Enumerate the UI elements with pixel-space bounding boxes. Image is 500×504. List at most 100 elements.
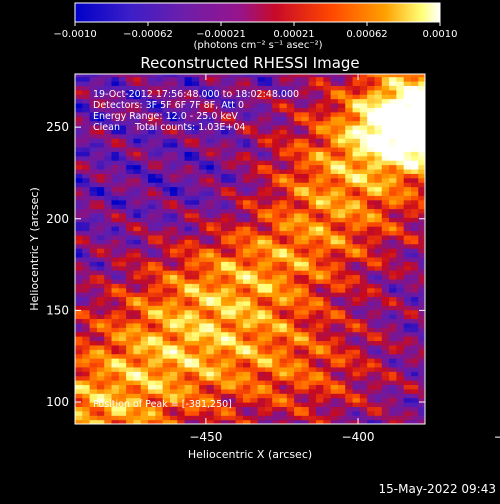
heatmap-cell (235, 261, 244, 267)
heatmap-cell (337, 239, 346, 245)
heatmap-cell (199, 252, 208, 258)
heatmap-cell (250, 318, 259, 324)
heatmap-cell (133, 265, 142, 271)
heatmap-cell (359, 300, 368, 306)
heatmap-cell (264, 234, 273, 240)
heatmap-cell (330, 278, 339, 284)
heatmap-cell (148, 388, 156, 394)
heatmap-cell (126, 217, 135, 223)
heatmap-cell (155, 362, 164, 368)
heatmap-cell (169, 397, 178, 403)
heatmap-cell (257, 243, 266, 249)
heatmap-cell (133, 230, 142, 236)
heatmap-cell (133, 270, 142, 276)
heatmap-cell (418, 208, 425, 214)
heatmap-cell (250, 76, 259, 82)
heatmap-cell (418, 384, 425, 390)
heatmap-cell (75, 243, 83, 249)
heatmap-cell (184, 204, 193, 210)
heatmap-cell (257, 300, 266, 306)
x-tick-label: −400 (342, 430, 375, 444)
heatmap-cell (206, 76, 215, 82)
heatmap-cell (381, 362, 390, 368)
heatmap-cell (250, 160, 259, 166)
heatmap-cell (279, 358, 288, 364)
heatmap-cell (403, 120, 412, 126)
heatmap-cell (418, 314, 425, 320)
heatmap-cell (228, 406, 237, 412)
heatmap-cell (337, 314, 346, 320)
heatmap-cell (367, 182, 376, 188)
heatmap-cell (235, 107, 244, 113)
heatmap-cell (177, 107, 186, 113)
heatmap-cell (126, 314, 135, 320)
heatmap-cell (403, 89, 412, 95)
heatmap-cell (374, 234, 383, 240)
heatmap-cell (199, 160, 208, 166)
heatmap-cell (264, 397, 273, 403)
heatmap-cell (118, 133, 127, 139)
heatmap-cell (191, 133, 200, 139)
heatmap-cell (330, 331, 339, 337)
heatmap-cell (228, 151, 237, 157)
heatmap-cell (111, 283, 120, 289)
heatmap-cell (352, 116, 361, 122)
heatmap-cell (162, 353, 171, 359)
heatmap-cell (169, 204, 178, 210)
heatmap-cell (352, 173, 361, 179)
heatmap-cell (374, 380, 383, 386)
heatmap-cell (228, 336, 237, 342)
heatmap-cell (206, 107, 215, 113)
heatmap-cell (381, 138, 390, 144)
heatmap-cell (191, 186, 200, 192)
heatmap-cell (367, 248, 376, 254)
heatmap-cell (374, 397, 383, 403)
heatmap-cell (345, 292, 354, 298)
heatmap-cell (367, 375, 376, 381)
heatmap-cell (89, 243, 98, 249)
heatmap-cell (96, 230, 105, 236)
heatmap-cell (199, 102, 208, 108)
heatmap-cell (381, 133, 390, 139)
heatmap-cell (403, 226, 412, 232)
heatmap-cell (374, 296, 383, 302)
heatmap-cell (264, 89, 273, 95)
heatmap-cell (257, 230, 266, 236)
heatmap-cell (75, 292, 83, 298)
heatmap-cell (367, 384, 376, 390)
heatmap-cell (82, 164, 91, 170)
heatmap-cell (228, 124, 237, 130)
heatmap-cell (169, 353, 178, 359)
heatmap-cell (126, 388, 135, 394)
heatmap-cell (111, 265, 120, 271)
heatmap-cell (243, 107, 251, 113)
heatmap-cell (359, 362, 368, 368)
heatmap-cell (118, 375, 127, 381)
heatmap-cell (199, 402, 208, 408)
heatmap-cell (389, 155, 397, 161)
heatmap-cell (177, 318, 186, 324)
heatmap-cell (148, 336, 156, 342)
heatmap-cell (221, 133, 229, 139)
heatmap-cell (118, 177, 127, 183)
heatmap-cell (381, 102, 390, 108)
heatmap-cell (169, 120, 178, 126)
heatmap-cell (250, 98, 259, 104)
heatmap-cell (352, 182, 361, 188)
heatmap-cell (169, 393, 178, 399)
heatmap-cell (359, 314, 368, 320)
heatmap-cell (184, 292, 193, 298)
heatmap-cell (337, 292, 346, 298)
heatmap-cell (243, 410, 251, 416)
heatmap-cell (104, 173, 113, 179)
heatmap-cell (111, 296, 120, 302)
heatmap-cell (155, 261, 164, 267)
heatmap-cell (367, 270, 376, 276)
heatmap-cell (221, 252, 229, 258)
heatmap-cell (184, 190, 193, 196)
heatmap-cell (381, 226, 390, 232)
heatmap-cell (272, 195, 281, 201)
heatmap-cell (162, 252, 171, 258)
heatmap-cell (308, 384, 317, 390)
heatmap-cell (169, 230, 178, 236)
